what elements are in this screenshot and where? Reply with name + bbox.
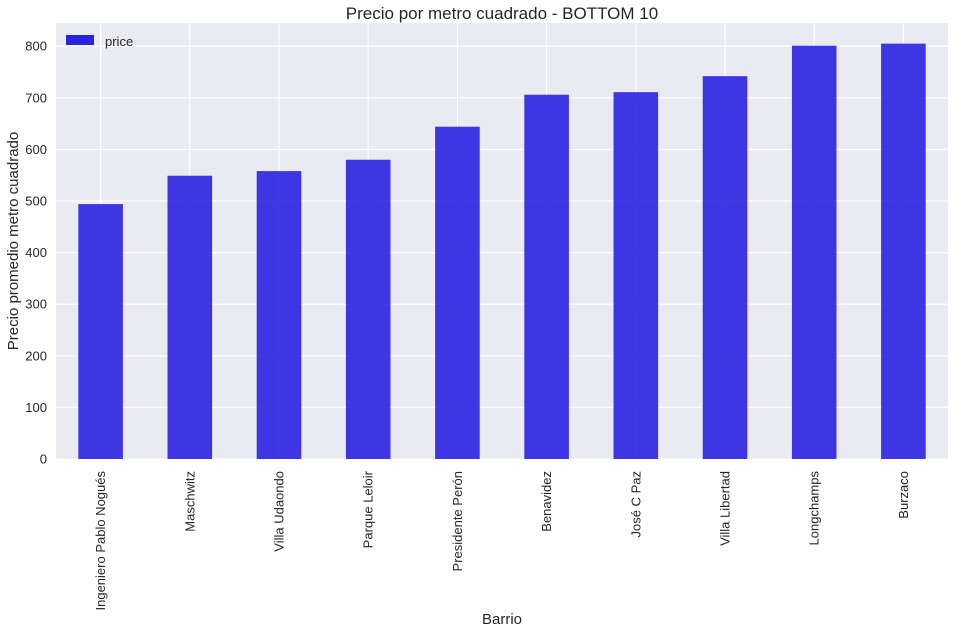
x-tick-label: Benavidez [539,471,554,532]
x-tick-label: Villa Udaondo [272,471,287,552]
y-tick-label: 600 [25,142,47,157]
bar [702,76,748,459]
bar [345,159,391,459]
x-axis-label: Barrio [482,611,522,628]
y-tick-label: 0 [40,452,47,467]
y-tick-label: 500 [25,194,47,209]
legend: price [66,34,133,49]
y-axis-label: Precio promedio metro cuadrado [5,132,22,350]
y-tick-label: 300 [25,297,47,312]
bar [881,43,926,460]
y-tick-label: 100 [25,400,47,415]
x-tick-label: Maschwitz [182,471,197,532]
y-tick-label: 400 [25,245,47,260]
bar [524,94,569,460]
x-tick-label: Burzaco [896,471,911,519]
y-tick-label: 700 [25,90,47,105]
bar [613,92,659,459]
legend-swatch [66,35,94,45]
x-tick-label: José C Paz [628,471,643,537]
y-tick-label: 800 [25,39,47,54]
x-tick-labels: Ingeniero Pablo Nogués Maschwitz Villa Uda… [93,470,911,610]
x-tick-label: Longchamps [807,471,822,546]
x-tick-label: Parque Leloir [361,470,376,548]
x-tick-label: Presidente Perón [450,471,465,571]
bar [78,204,123,459]
chart-title: Precio por metro cuadrado - BOTTOM 10 [346,4,658,23]
legend-label: price [105,34,133,49]
x-tick-label: Ingeniero Pablo Nogués [93,471,108,611]
bar [435,126,480,459]
bar [256,171,302,459]
bar [167,175,213,459]
bars [78,43,926,460]
x-tick-label: Villa Libertad [718,471,733,546]
bar [791,45,837,460]
y-tick-label: 200 [25,348,47,363]
y-tick-labels: 0 100 200 300 400 500 600 700 800 [25,39,47,467]
